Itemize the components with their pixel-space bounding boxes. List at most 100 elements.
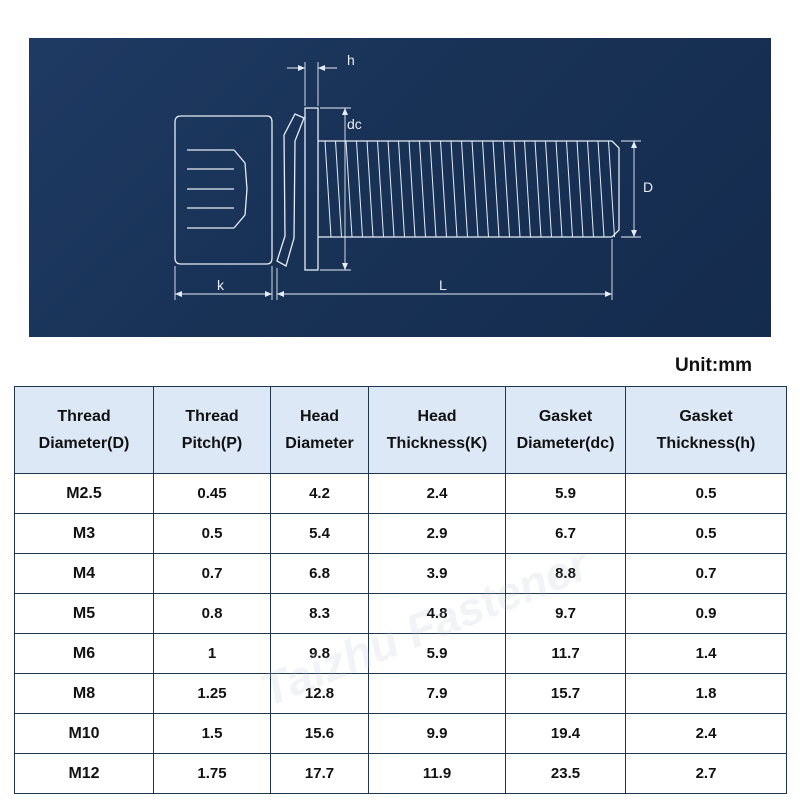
- table-cell: 19.4: [505, 713, 626, 754]
- table-cell: 6.8: [270, 553, 369, 594]
- table-header-row: Thread Diameter(D) Thread Pitch(P) Head Dia…: [14, 386, 787, 474]
- thread-crest: [335, 140, 342, 238]
- table-cell: 12.8: [270, 673, 369, 714]
- header-thread-pitch: Thread Pitch(P): [153, 386, 271, 474]
- thread-crest: [377, 140, 384, 238]
- table-cell: 9.9: [368, 713, 506, 754]
- label-dc: dc: [347, 116, 362, 132]
- table-row: M10 1.5 15.6 9.9 19.4 2.4: [14, 713, 787, 754]
- thread-crest: [587, 140, 594, 238]
- table-row: M3 0.5 5.4 2.9 6.7 0.5: [14, 513, 787, 554]
- screw-diagram-panel: h dc D k L: [29, 38, 771, 337]
- table-cell: 5.4: [270, 513, 369, 554]
- thread-crest: [545, 140, 552, 238]
- thread-crest: [555, 140, 563, 238]
- table-cell: 2.9: [368, 513, 506, 554]
- thread-crest: [471, 140, 479, 238]
- thread-crest: [461, 140, 468, 238]
- table-row: M6 1 9.8 5.9 11.7 1.4: [14, 633, 787, 674]
- header-head-diameter: Head Diameter: [270, 386, 369, 474]
- table-cell: 11.9: [368, 753, 506, 794]
- header-gasket-thickness: Gasket Thickness(h): [625, 386, 787, 474]
- table-cell: M3: [14, 513, 154, 554]
- table-cell: 1: [153, 633, 271, 674]
- table-cell: 0.9: [625, 593, 787, 634]
- table-cell: M4: [14, 553, 154, 594]
- table-cell: 15.7: [505, 673, 626, 714]
- table-cell: 0.5: [625, 473, 787, 514]
- table-cell: 1.25: [153, 673, 271, 714]
- table-cell: 5.9: [505, 473, 626, 514]
- header-gasket-diameter: Gasket Diameter(dc): [505, 386, 626, 474]
- table-cell: 7.9: [368, 673, 506, 714]
- thread-crest: [492, 140, 500, 238]
- spring-washer: [276, 113, 305, 267]
- label-h: h: [347, 52, 355, 68]
- table-row: M8 1.25 12.8 7.9 15.7 1.8: [14, 673, 787, 714]
- table-row: M5 0.8 8.3 4.8 9.7 0.9: [14, 593, 787, 634]
- thread-crest: [387, 140, 395, 238]
- table-cell: 11.7: [505, 633, 626, 674]
- table-row: M4 0.7 6.8 3.9 8.8 0.7: [14, 553, 787, 594]
- table-cell: 17.7: [270, 753, 369, 794]
- flat-washer: [304, 107, 319, 271]
- thread-crest: [345, 140, 353, 238]
- table-cell: 8.3: [270, 593, 369, 634]
- thread-crest: [366, 140, 374, 238]
- thread-crest: [608, 140, 615, 238]
- thread-crest: [408, 140, 416, 238]
- table-cell: 6.7: [505, 513, 626, 554]
- thread-crest: [576, 140, 584, 238]
- table-cell: M8: [14, 673, 154, 714]
- table-cell: M12: [14, 753, 154, 794]
- table-cell: 9.8: [270, 633, 369, 674]
- table-cell: 15.6: [270, 713, 369, 754]
- table-cell: 8.8: [505, 553, 626, 594]
- screw-head: [174, 115, 273, 265]
- thread-crest: [513, 140, 521, 238]
- table-cell: 0.7: [625, 553, 787, 594]
- table-row: M2.5 0.45 4.2 2.4 5.9 0.5: [14, 473, 787, 514]
- table-cell: M2.5: [14, 473, 154, 514]
- table-cell: 1.8: [625, 673, 787, 714]
- table-cell: M10: [14, 713, 154, 754]
- thread-crest: [503, 140, 510, 238]
- thread-crest: [440, 140, 447, 238]
- table-cell: M5: [14, 593, 154, 634]
- table-cell: 1.5: [153, 713, 271, 754]
- header-head-thickness: Head Thickness(K): [368, 386, 506, 474]
- table-cell: 4.8: [368, 593, 506, 634]
- label-k: k: [217, 277, 225, 293]
- thread-crest: [356, 140, 363, 238]
- table-cell: 0.7: [153, 553, 271, 594]
- thread-crest: [566, 140, 573, 238]
- thread-crest: [482, 140, 489, 238]
- table-cell: 5.9: [368, 633, 506, 674]
- thread-crest: [597, 140, 605, 238]
- table-cell: 2.7: [625, 753, 787, 794]
- thread-crest: [429, 140, 437, 238]
- thread-crest: [398, 140, 405, 238]
- table-cell: 0.45: [153, 473, 271, 514]
- thread-crest: [324, 140, 332, 238]
- table-cell: 1.4: [625, 633, 787, 674]
- spec-table: Thread Diameter(D) Thread Pitch(P) Head Dia…: [14, 386, 787, 794]
- table-cell: 0.5: [625, 513, 787, 554]
- label-d: D: [643, 179, 653, 195]
- table-row: M12 1.75 17.7 11.9 23.5 2.7: [14, 753, 787, 794]
- table-cell: 0.8: [153, 593, 271, 634]
- thread-crest: [534, 140, 542, 238]
- screw-diagram: h dc D k L: [174, 52, 653, 300]
- label-l: L: [439, 277, 447, 293]
- table-cell: 2.4: [368, 473, 506, 514]
- unit-label: Unit:mm: [674, 355, 752, 376]
- thread-crest: [450, 140, 458, 238]
- table-cell: 4.2: [270, 473, 369, 514]
- table-cell: 3.9: [368, 553, 506, 594]
- table-cell: 1.75: [153, 753, 271, 794]
- table-cell: 23.5: [505, 753, 626, 794]
- header-thread-diameter: Thread Diameter(D): [14, 386, 154, 474]
- table-cell: 2.4: [625, 713, 787, 754]
- table-cell: 9.7: [505, 593, 626, 634]
- thread-crest: [419, 140, 426, 238]
